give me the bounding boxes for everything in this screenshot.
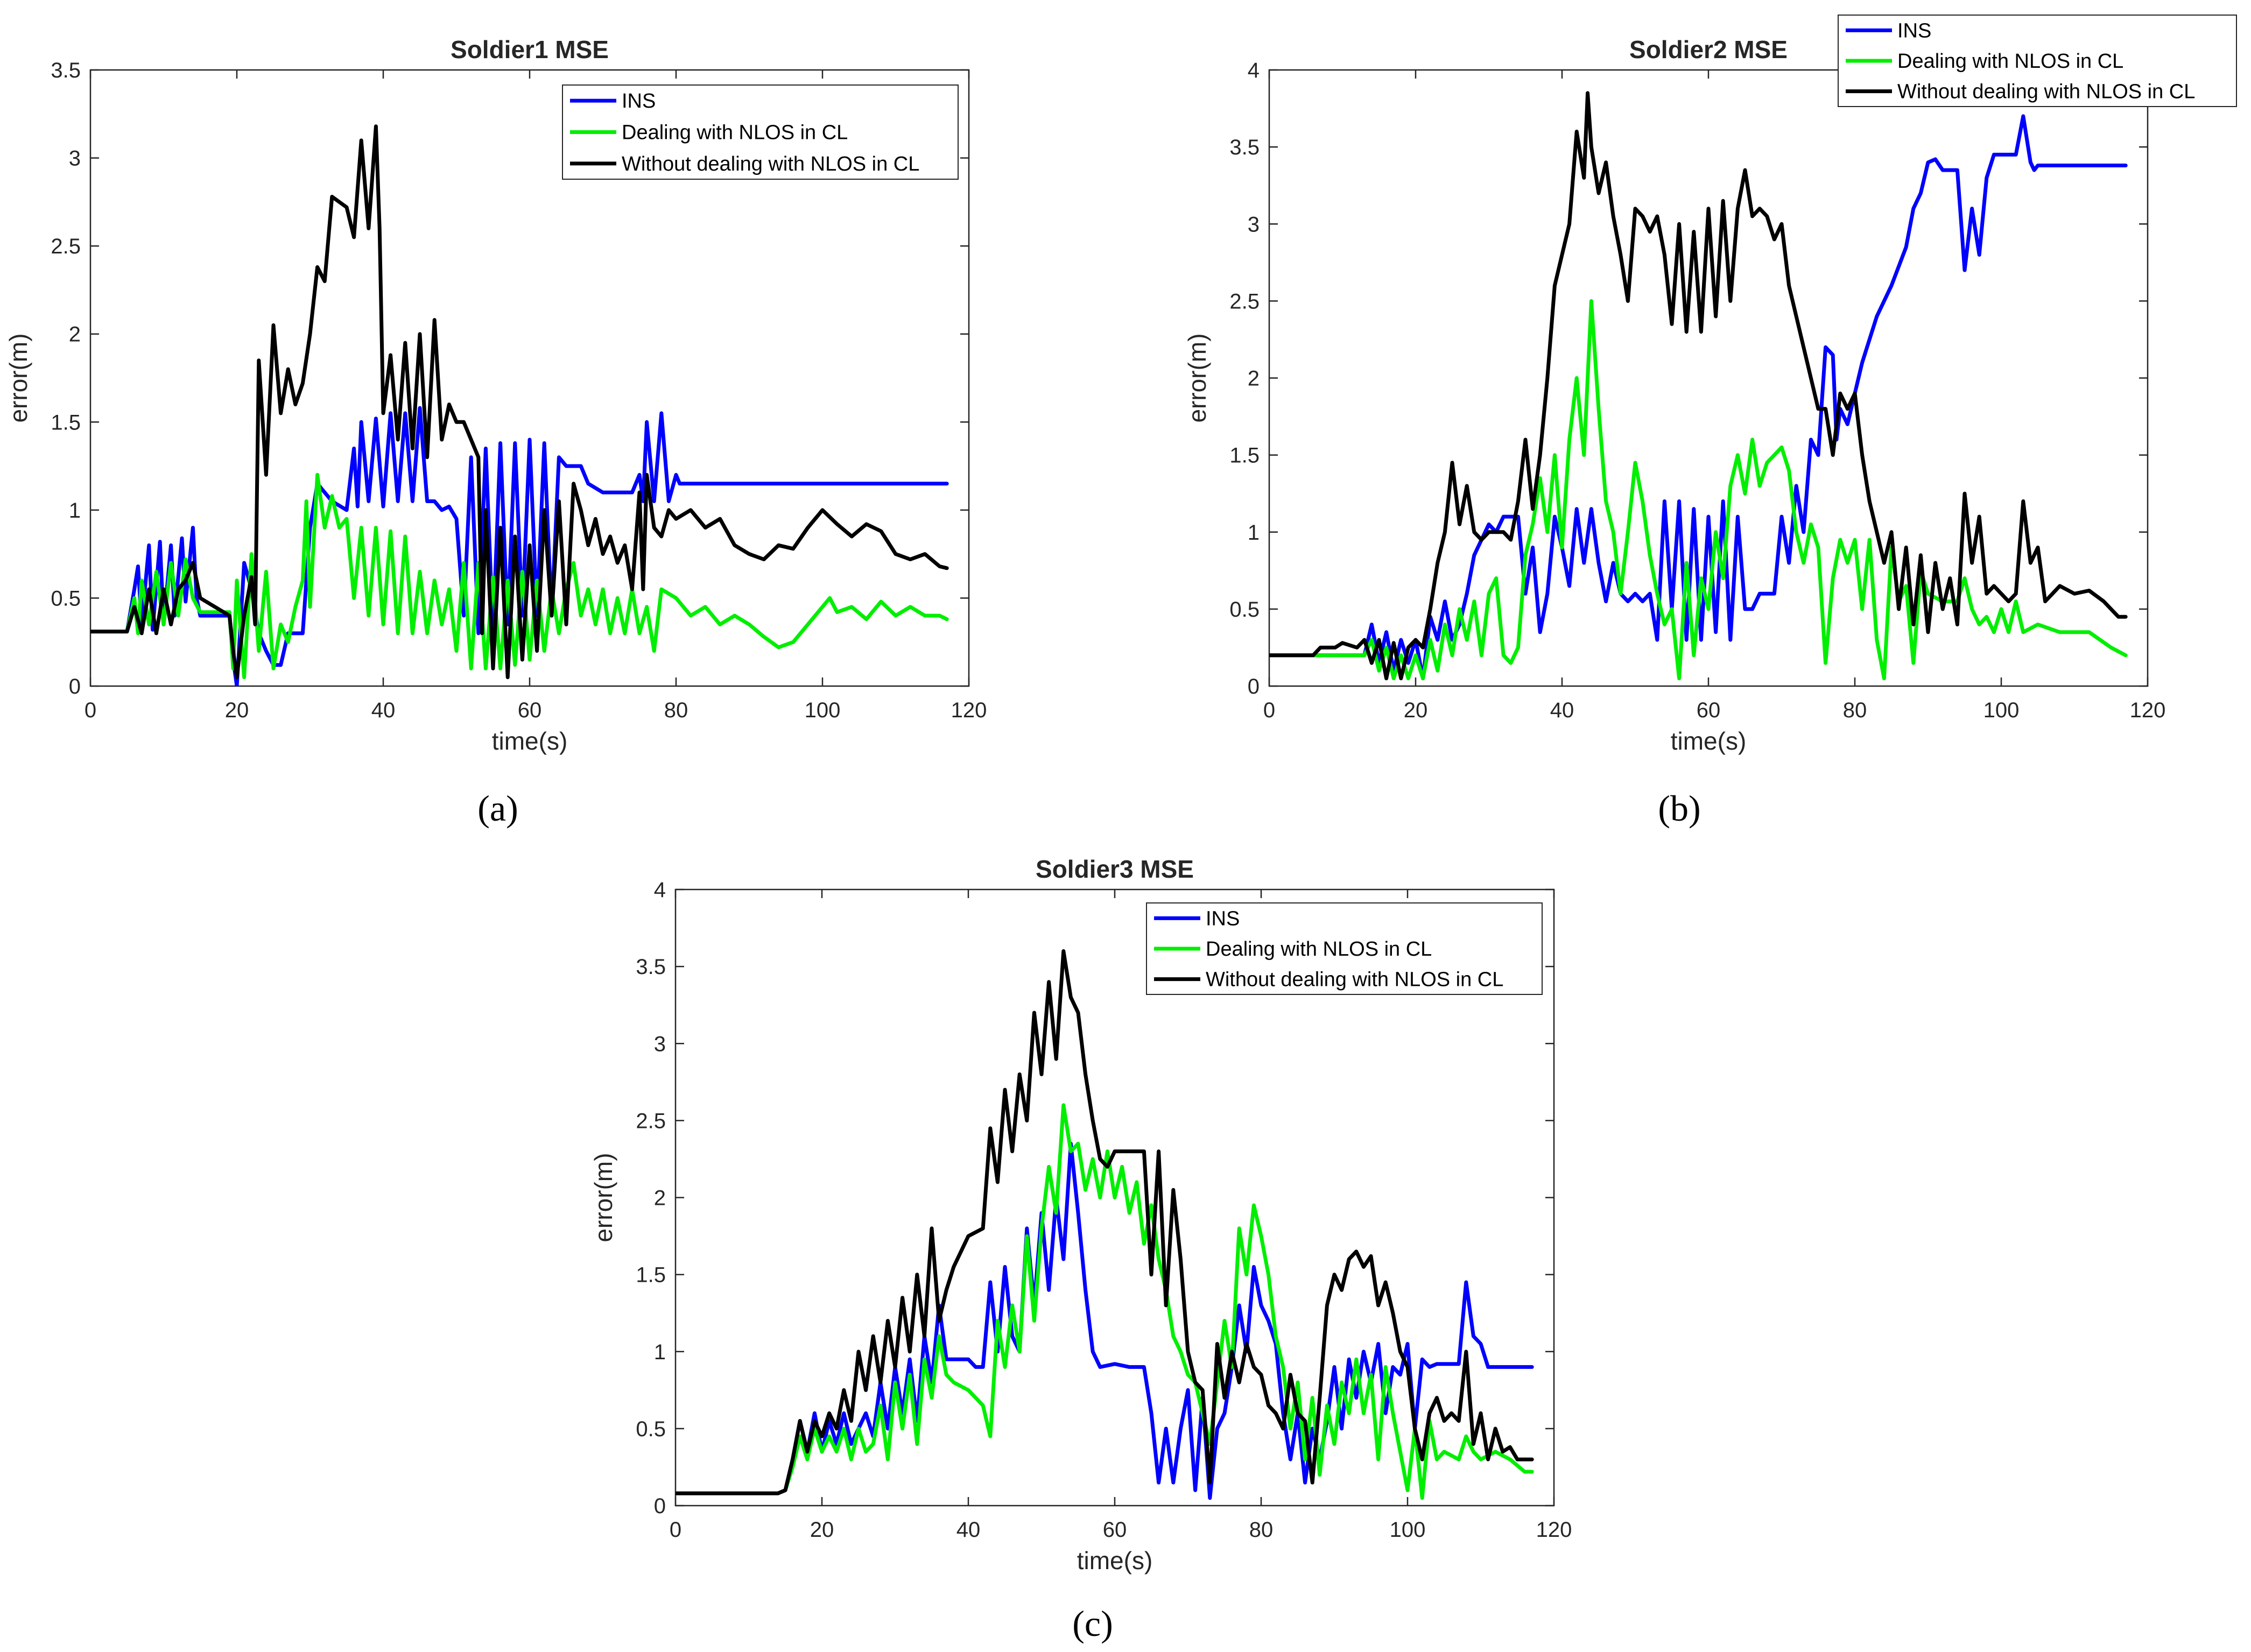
x-axis-label: time(s) <box>1671 727 1747 755</box>
legend-box <box>562 84 959 180</box>
x-tick-label: 60 <box>1103 1518 1127 1542</box>
y-tick-label: 1.5 <box>1229 444 1260 468</box>
legend-label: Without dealing with NLOS in CL <box>1206 969 1503 991</box>
x-tick-label: 60 <box>1697 698 1721 722</box>
y-tick-label: 3.5 <box>1229 136 1260 159</box>
x-tick-label: 80 <box>1843 698 1867 722</box>
x-tick-label: 40 <box>1550 698 1574 722</box>
y-tick-label: 3 <box>654 1032 666 1056</box>
x-tick-label: 20 <box>810 1518 834 1542</box>
series-line-2 <box>676 1103 1534 1500</box>
series-line-2 <box>90 472 949 680</box>
panel-label-c: (c) <box>1072 1603 1113 1644</box>
legend-label: Without dealing with NLOS in CL <box>622 153 919 175</box>
x-tick-label: 20 <box>225 698 249 722</box>
series-line-2 <box>1269 299 2128 681</box>
y-tick-label: 4 <box>654 878 666 902</box>
x-tick-label: 100 <box>805 698 841 722</box>
chart-1: 0 20 40 60 80 100 120 0 0.5 1 1.5 2 2.5 3 3.5 Soldier1 … <box>4 36 987 755</box>
chart-title: Soldier1 MSE <box>451 36 609 63</box>
y-tick-label: 2.5 <box>51 235 81 258</box>
series-group <box>676 949 1534 1500</box>
y-tick-label: 4 <box>1248 59 1260 82</box>
y-tick-label: 2 <box>1248 367 1260 391</box>
x-tick-label: 20 <box>1404 698 1428 722</box>
legend-label: Dealing with NLOS in CL <box>622 122 848 144</box>
chart-2: 0 20 40 60 80 100 120 0 0.5 1 1.5 2 2.5 3 3.5 4 Soldier2… <box>1183 15 2237 755</box>
y-tick-label: 2.5 <box>1229 290 1260 313</box>
panel-label-b: (b) <box>1658 788 1700 829</box>
y-tick-label: 2.5 <box>636 1109 666 1133</box>
x-axis-label: time(s) <box>1077 1547 1153 1575</box>
x-tick-label: 0 <box>670 1518 681 1542</box>
x-tick-label: 100 <box>1390 1518 1426 1542</box>
y-tick-label: 1 <box>69 499 81 523</box>
legend-label: INS <box>1897 19 1931 42</box>
series-line-3 <box>90 124 949 680</box>
y-axis-label: error(m) <box>1183 333 1211 422</box>
y-tick-label: 0 <box>654 1494 666 1518</box>
series-line-3 <box>1269 91 2128 681</box>
y-tick-label: 0.5 <box>636 1417 666 1441</box>
x-tick-label: 80 <box>664 698 688 722</box>
legend: INS Dealing with NLOS in CL Without dealin… <box>1838 15 2237 107</box>
legend: INS Dealing with NLOS in CL Without dealin… <box>1146 902 1543 995</box>
y-tick-label: 1 <box>654 1340 666 1364</box>
x-tick-label: 120 <box>1536 1518 1572 1542</box>
y-tick-label: 0.5 <box>51 587 81 610</box>
y-axis-label: error(m) <box>4 333 32 422</box>
legend: INS Dealing with NLOS in CL Without dealin… <box>562 84 959 180</box>
y-tick-label: 0 <box>69 675 81 698</box>
x-tick-label: 120 <box>951 698 987 722</box>
legend-label: INS <box>622 90 656 112</box>
series-line-1 <box>676 1141 1534 1500</box>
y-tick-label: 1.5 <box>636 1263 666 1287</box>
legend-label: INS <box>1206 907 1240 930</box>
x-tick-label: 80 <box>1249 1518 1274 1542</box>
y-tick-label: 3 <box>1248 213 1260 236</box>
legend-label: Dealing with NLOS in CL <box>1897 50 2123 73</box>
panel-label-a: (a) <box>477 788 518 829</box>
x-tick-label: 40 <box>956 1518 981 1542</box>
y-tick-label: 1 <box>1248 521 1260 545</box>
chart-3: 0 20 40 60 80 100 120 0 0.5 1 1.5 2 2.5 3 3.5 4 Soldier3… <box>589 855 1572 1575</box>
legend-box <box>1146 902 1543 995</box>
x-tick-label: 0 <box>1263 698 1275 722</box>
series-group <box>1269 91 2128 681</box>
x-tick-label: 100 <box>1983 698 2020 722</box>
series-line-1 <box>1269 114 2128 681</box>
y-tick-label: 2 <box>69 323 81 347</box>
y-tick-label: 3.5 <box>636 955 666 979</box>
chart-title: Soldier3 MSE <box>1036 855 1194 883</box>
y-tick-label: 3 <box>69 147 81 171</box>
y-axis-label: error(m) <box>589 1153 617 1242</box>
chart-title: Soldier2 MSE <box>1629 36 1788 63</box>
x-axis-label: time(s) <box>492 727 568 755</box>
x-tick-label: 0 <box>85 698 96 722</box>
y-tick-label: 1.5 <box>51 411 81 434</box>
legend-label: Without dealing with NLOS in CL <box>1897 81 2195 103</box>
x-tick-label: 120 <box>2130 698 2166 722</box>
series-line-3 <box>676 949 1534 1495</box>
y-tick-label: 0.5 <box>1229 598 1260 622</box>
y-tick-label: 0 <box>1248 675 1260 698</box>
y-tick-label: 3.5 <box>51 59 81 82</box>
series-group <box>90 124 949 686</box>
legend-label: Dealing with NLOS in CL <box>1206 938 1432 961</box>
legend-box <box>1838 15 2237 107</box>
x-tick-label: 60 <box>518 698 542 722</box>
x-tick-label: 40 <box>371 698 396 722</box>
plot-area <box>1268 69 2149 687</box>
y-tick-label: 2 <box>654 1187 666 1210</box>
